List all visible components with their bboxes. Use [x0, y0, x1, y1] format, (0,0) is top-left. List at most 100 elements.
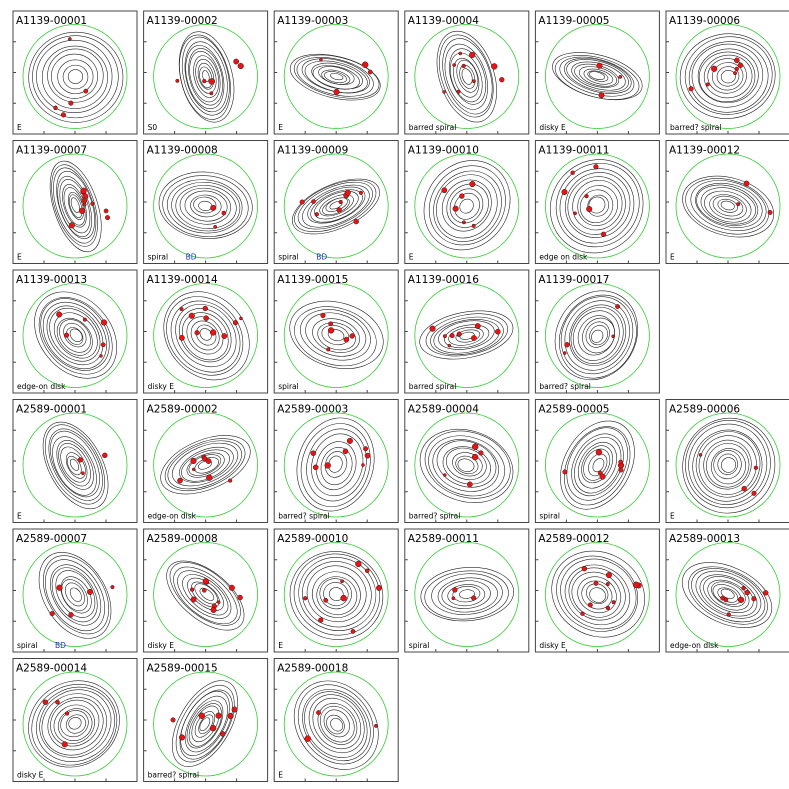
contour	[296, 417, 375, 512]
panel-flag: BD	[55, 641, 66, 650]
panel: A1139-00011 edge on disk	[534, 140, 660, 264]
contour	[439, 34, 494, 118]
source-mask	[205, 458, 212, 464]
contours	[38, 551, 112, 639]
panel-label: disky E	[148, 641, 175, 650]
contour	[431, 573, 503, 615]
source-mask	[178, 334, 185, 341]
source-mask	[189, 587, 195, 592]
source-mask	[449, 333, 455, 339]
contour	[190, 194, 222, 218]
panel-id: A2589-00008	[147, 533, 218, 545]
contour	[444, 43, 489, 110]
contour	[457, 458, 475, 472]
source-mask	[178, 734, 186, 741]
contour	[69, 587, 82, 602]
contour	[588, 453, 608, 477]
contour	[55, 570, 96, 618]
panel-label: spiral	[148, 253, 169, 262]
contour	[682, 175, 775, 238]
contour	[564, 300, 630, 371]
contour	[302, 561, 372, 628]
panel-label: spiral	[539, 512, 560, 521]
contour	[564, 564, 630, 626]
source-mask	[221, 333, 228, 339]
contour	[442, 38, 493, 115]
panel-frame	[143, 269, 269, 394]
contours	[171, 680, 238, 767]
source-mask	[221, 210, 227, 216]
contour	[186, 700, 224, 749]
panel-label: barred? spiral	[670, 123, 721, 132]
contour	[560, 420, 635, 510]
source-mask	[83, 88, 89, 94]
panel-label: E	[670, 512, 675, 521]
contour	[61, 579, 88, 612]
contour	[186, 316, 224, 355]
source-mask	[61, 741, 68, 748]
contour	[556, 555, 639, 632]
contours	[554, 290, 639, 381]
source-mask	[80, 187, 87, 194]
contour	[574, 437, 622, 494]
panel-id: A1139-00017	[538, 274, 609, 286]
contours	[679, 33, 776, 119]
panel-label: E	[278, 771, 283, 780]
contour	[177, 570, 232, 619]
source-mask	[343, 336, 350, 343]
source-mask	[100, 342, 106, 348]
source-mask	[478, 450, 484, 456]
contour	[294, 306, 377, 367]
panel-id: A2589-00010	[277, 533, 348, 545]
panel: A2589-00018 E	[273, 658, 399, 782]
contour	[57, 708, 93, 741]
contour	[452, 585, 481, 603]
contour	[301, 58, 370, 94]
source-mask	[318, 617, 324, 623]
aperture-circle	[675, 153, 781, 259]
panel-id: A1139-00002	[147, 15, 218, 27]
source-mask	[471, 595, 477, 601]
contour	[452, 452, 483, 477]
source-mask	[175, 78, 180, 83]
source-mask	[231, 706, 238, 713]
contours	[28, 31, 124, 123]
source-mask	[744, 589, 750, 596]
panel: A2589-00011 spiral	[404, 528, 530, 653]
source-mask	[215, 712, 222, 719]
source-mask	[452, 587, 458, 593]
source-mask	[462, 220, 466, 225]
aperture-circle	[153, 283, 259, 388]
contour	[436, 440, 497, 488]
contour	[197, 460, 213, 470]
panel-id: A2589-00002	[147, 404, 218, 416]
panel: A1139-00006 barred? spiral	[665, 10, 789, 135]
contour	[32, 35, 119, 119]
source-mask	[60, 112, 66, 118]
contour	[698, 51, 756, 103]
contours	[560, 420, 635, 510]
aperture-circle	[283, 412, 389, 518]
contour	[559, 56, 635, 97]
panel-id: A1139-00005	[538, 15, 609, 27]
source-mask	[705, 82, 710, 87]
contour	[304, 691, 368, 758]
contour	[63, 187, 86, 226]
contour	[712, 195, 744, 217]
contour	[560, 296, 634, 375]
source-mask	[53, 105, 58, 111]
source-mask	[188, 312, 195, 319]
contour	[298, 557, 377, 631]
contour	[293, 680, 379, 770]
source-mask	[203, 315, 209, 321]
contour	[419, 428, 514, 503]
source-mask	[734, 66, 739, 72]
source-mask	[209, 724, 217, 732]
panel-frame	[534, 269, 660, 394]
contour	[307, 186, 366, 224]
panel: A2589-00010 E	[273, 528, 399, 653]
source-mask	[461, 63, 466, 69]
contour	[459, 589, 475, 599]
contour	[424, 570, 509, 620]
panel: A1139-00003 E	[273, 10, 399, 135]
